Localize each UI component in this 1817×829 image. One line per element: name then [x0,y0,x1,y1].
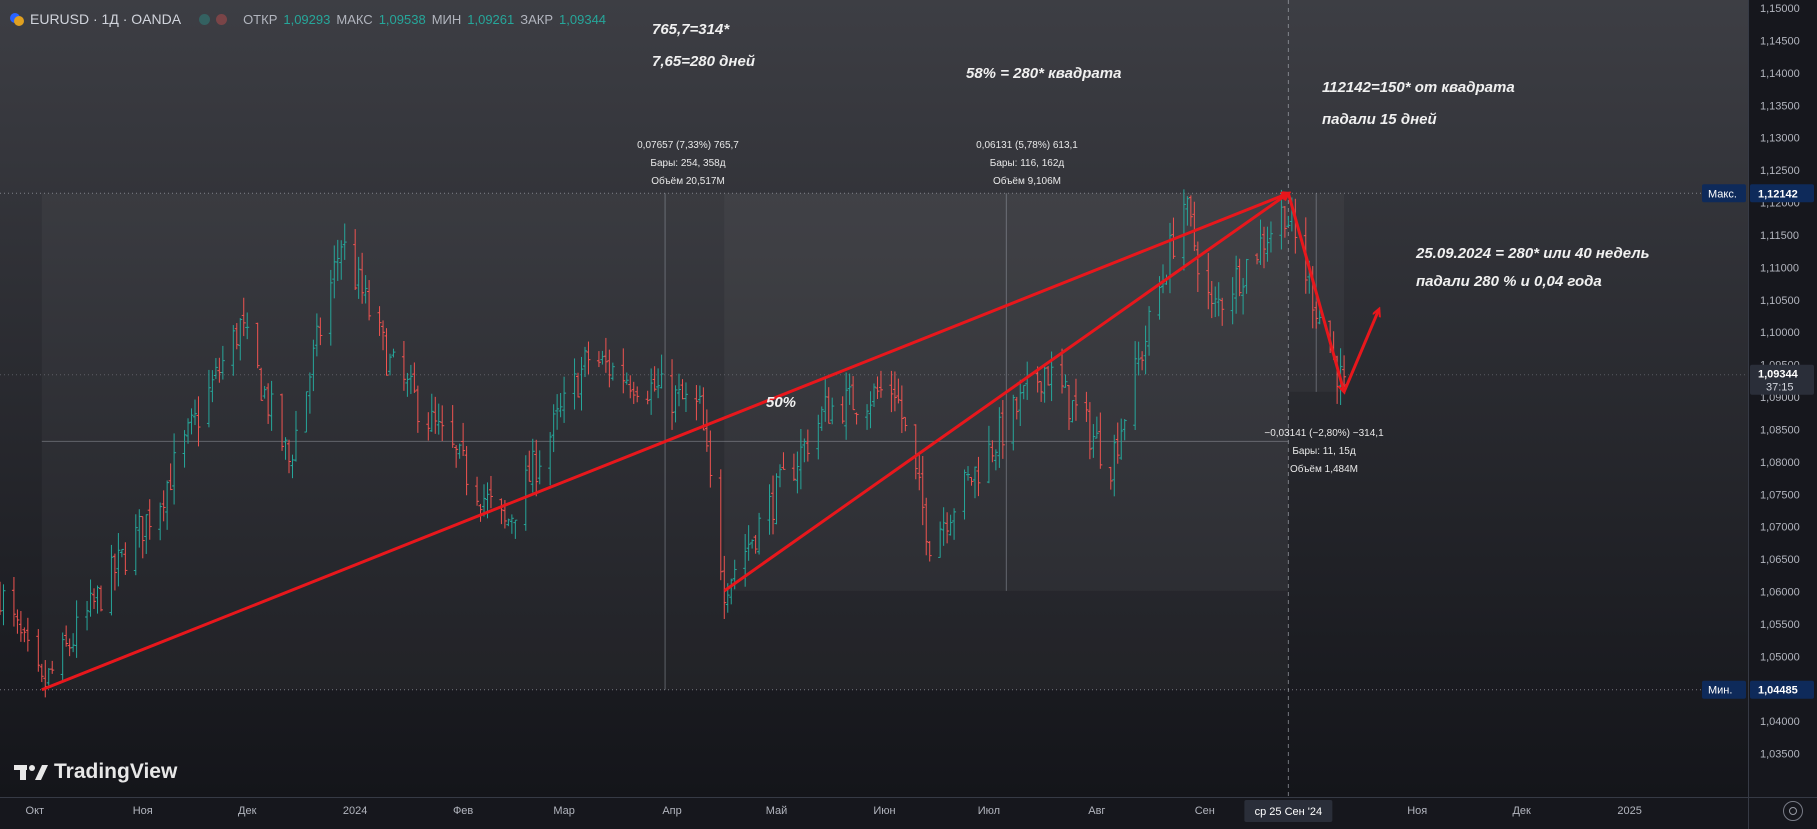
time-axis-panel [0,797,1748,829]
price-tick-label: 1,06500 [1760,554,1800,566]
price-tick-label: 1,13500 [1760,100,1800,112]
price-tick-label: 1,11500 [1760,230,1799,242]
price-tick-label: 1,05500 [1760,619,1800,631]
price-tick-label: 1,15000 [1760,3,1800,15]
price-tick-label: 1,12500 [1760,165,1800,177]
price-tick-label: 1,07500 [1760,489,1800,501]
price-tick-label: 1,07000 [1760,522,1800,534]
measure-change: −0,03141 (−2,80%) −314,1 [1264,428,1384,439]
price-tick-label: 1,06000 [1760,587,1800,599]
annotation-text[interactable]: 7,65=280 дней [652,53,755,70]
symbol-title[interactable]: EURUSD · 1Д · OANDA [30,11,182,27]
price-tick-label: 1,08000 [1760,457,1800,469]
measure-volume: Объём 1,484M [1289,464,1358,475]
open-label: ОТКР [243,11,278,27]
measure-change: 0,07657 (7,33%) 765,7 [637,140,739,151]
measure-volume: Объём 9,106M [993,176,1061,187]
tradingview-logo[interactable]: TradingView [14,760,177,784]
measure-label[interactable]: 0,06131 (5,78%) 613,1 Бары: 116, 162д Об… [976,137,1078,191]
price-tick-label: 1,14000 [1760,68,1800,80]
low-value: 1,09261 [467,11,515,27]
open-value: 1,09293 [283,11,331,27]
measure-change: 0,06131 (5,78%) 613,1 [976,140,1078,151]
time-tick-label: Май [766,805,788,817]
annotation-text[interactable]: 765,7=314* [652,21,730,38]
high-value: 1,09538 [378,11,426,27]
price-axis-panel [1748,0,1817,829]
price-tick-label: 1,08500 [1760,424,1800,436]
annotation-text[interactable]: падали 280 % и 0,04 года [1416,273,1602,290]
max-price-tag: 1,12142 [1758,188,1798,200]
annotation-text[interactable]: 58% = 280* квадрата [966,65,1122,82]
symbol-flags-icon [10,12,24,26]
bar-countdown: 37:15 [1766,382,1794,394]
last-price-tag: 1,09344 [1758,369,1799,381]
max-label: Макс. [1708,188,1737,200]
time-tick-label: 2025 [1617,805,1641,817]
alert-status-icon [216,13,228,25]
trend-arrow[interactable] [41,193,1289,692]
time-tick-label: Июн [873,805,895,817]
measure-label[interactable]: 0,07657 (7,33%) 765,7 Бары: 254, 358д Об… [637,137,739,191]
low-label: МИН [431,11,462,27]
time-tick-label: 2024 [343,805,367,817]
market-status-icon [199,13,211,25]
tradingview-logo-icon [14,765,48,780]
measure-label[interactable]: −0,03141 (−2,80%) −314,1 Бары: 11, 15д О… [1264,425,1383,479]
price-tick-label: 1,14500 [1760,35,1800,47]
price-tick-label: 1,05000 [1760,651,1800,663]
min-price-tag: 1,04485 [1758,685,1798,697]
time-tick-label: Авг [1088,805,1105,817]
measure-bars: Бары: 254, 358д [650,158,726,169]
min-price-tag-bg [1750,680,1814,699]
trend-arrow[interactable] [723,193,1288,593]
time-tick-label: Сен [1195,805,1215,817]
last-price-tag-bg [1750,364,1814,395]
annotation-text[interactable]: 112142=150* от квадрата [1322,79,1515,96]
time-tick-label: Фев [453,805,473,817]
min-label: Мин. [1708,685,1732,697]
min-label-bg [1702,680,1746,699]
price-tick-label: 1,04000 [1760,716,1800,728]
crosshair-date-tag-bg [1244,800,1333,822]
close-value: 1,09344 [559,11,607,27]
measure-volume: Объём 20,517M [651,176,725,187]
annotation-text[interactable]: падали 15 дней [1322,111,1437,128]
max-price-tag-bg [1750,184,1814,203]
time-tick-label: Дек [238,805,257,817]
fib-level-label[interactable]: 50% [766,394,797,411]
measure-bars: Бары: 116, 162д [989,158,1065,169]
time-tick-label: Мар [553,805,575,817]
symbol-header: EURUSD · 1Д · OANDA ОТКР 1,09293 МАКС 1,09… [10,8,606,30]
close-label: ЗАКР [520,11,554,27]
price-tick-label: 1,13000 [1760,133,1800,145]
measure-bars: Бары: 11, 15д [1292,446,1356,457]
time-tick-label: Ноя [1407,805,1427,817]
trend-arrow[interactable] [1286,192,1344,392]
settings-gear-icon[interactable] [1783,801,1803,821]
time-tick-label: Июл [978,805,1000,817]
time-tick-label: Апр [662,805,681,817]
high-label: МАКС [336,11,373,27]
crosshair-date-tag: ср 25 Сен '24 [1255,806,1323,818]
price-tick-label: 1,10000 [1760,327,1800,339]
price-tick-label: 1,11000 [1760,262,1799,274]
max-label-bg [1702,184,1746,203]
annotation-text[interactable]: 25.09.2024 = 280* или 40 недель [1416,245,1650,262]
price-tick-label: 1,03500 [1760,749,1800,761]
time-tick-label: Ноя [133,805,153,817]
price-tick-label: 1,09000 [1760,392,1800,404]
tradingview-logo-text: TradingView [54,760,178,783]
price-tick-label: 1,10500 [1760,295,1800,307]
trend-arrow[interactable] [1342,309,1379,393]
time-tick-label: Окт [26,805,45,817]
time-tick-label: Дек [1512,805,1531,817]
